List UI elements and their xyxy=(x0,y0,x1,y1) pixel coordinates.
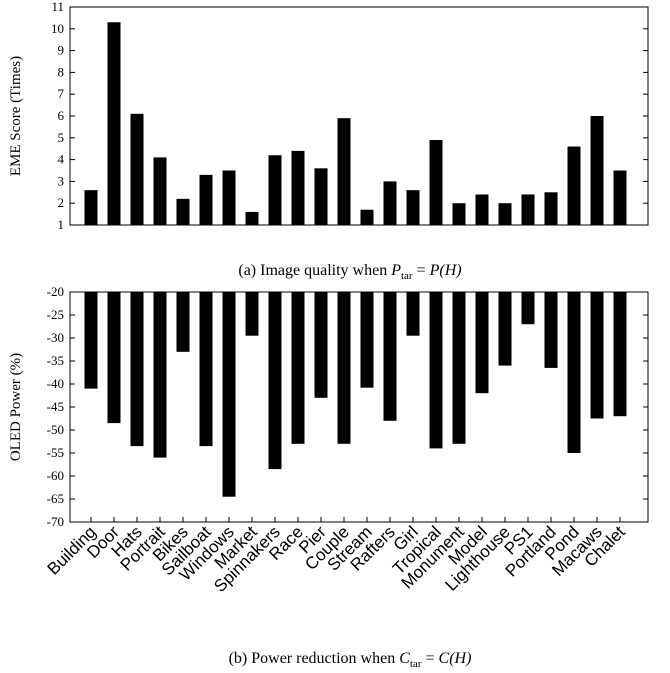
chart-b-bar-lighthouse xyxy=(498,292,512,366)
chart-b-y-tick-label: -30 xyxy=(47,330,64,345)
chart-a-bar-hats xyxy=(130,113,144,225)
chart-a-bar-ps1 xyxy=(521,194,535,225)
chart-a-bar-market xyxy=(245,211,259,225)
chart-b-y-tick-label: -20 xyxy=(47,284,64,299)
chart-b-bar-race xyxy=(291,292,305,444)
chart-b-bar-couple xyxy=(337,292,351,444)
chart-b-bar-windows xyxy=(222,292,236,497)
chart-b-y-tick-label: -40 xyxy=(47,376,64,391)
chart-a-bar-door xyxy=(107,22,121,226)
chart-a-bar-tropical xyxy=(429,139,443,225)
chart-a-bar-girl xyxy=(406,190,420,225)
chart-b-bars xyxy=(84,292,627,522)
chart-a: 1 2 3 4 5 6 7 8 9 10 11 EME Score (Times) (a) Imag… xyxy=(8,0,649,282)
chart-b-bar-ps1 xyxy=(521,292,535,325)
chart-b-y-tick-label: -65 xyxy=(47,491,64,506)
chart-b-bar-bikes xyxy=(176,292,190,352)
chart-a-y-tick-label: 8 xyxy=(58,64,65,79)
chart-b-y-tick-label: -45 xyxy=(47,399,64,414)
chart-b-bar-stream xyxy=(360,292,374,388)
chart-b: -20 -25 -30 -35 -40 -45 -50 -55 -60 -65 -70 Buildi… xyxy=(8,284,649,670)
chart-a-caption: (a) Image quality when Ptar = P(H) xyxy=(238,262,461,282)
chart-a-y-tick-label: 4 xyxy=(58,152,65,167)
chart-a-bar-pond xyxy=(567,146,581,225)
chart-a-bar-rafters xyxy=(383,181,397,225)
chart-b-bar-portland xyxy=(544,292,558,368)
chart-a-y-tick-label: 6 xyxy=(58,108,65,123)
chart-b-bar-model xyxy=(475,292,489,394)
chart-b-y-tick-label: -25 xyxy=(47,307,64,322)
chart-b-y-tick-label: -35 xyxy=(47,353,64,368)
chart-b-y-tick-label: -55 xyxy=(47,445,64,460)
chart-a-bar-chalet xyxy=(613,170,627,225)
chart-a-bar-couple xyxy=(337,118,351,225)
chart-b-bar-hats xyxy=(130,292,144,447)
chart-b-y-tick-label: -60 xyxy=(47,468,64,483)
chart-a-y-tick-label: 11 xyxy=(51,0,64,14)
chart-a-bar-race xyxy=(291,150,305,225)
chart-a-y-tick-label: 7 xyxy=(58,86,65,101)
chart-a-bar-sailboat xyxy=(199,174,213,225)
chart-b-bar-macaws xyxy=(590,292,604,419)
chart-b-bar-rafters xyxy=(383,292,397,421)
chart-a-bar-portrait xyxy=(153,157,167,225)
chart-a-y-tick-label: 3 xyxy=(58,173,65,188)
chart-a-y-tick-label: 5 xyxy=(58,130,65,145)
chart-a-bar-lighthouse xyxy=(498,203,512,225)
chart-a-bar-macaws xyxy=(590,116,604,225)
chart-b-caption: (b) Power reduction when Ctar = C(H) xyxy=(229,650,472,670)
chart-b-y-ticks: -20 -25 -30 -35 -40 -45 -50 -55 -60 -65 -70 xyxy=(47,284,648,529)
chart-b-bar-tropical xyxy=(429,292,443,449)
chart-a-y-tick-label: 9 xyxy=(58,43,65,58)
chart-b-category-labels: BuildingDoorHatsPortraitBikesSailboatWin… xyxy=(44,522,629,596)
chart-a-bar-pier xyxy=(314,168,328,225)
chart-a-y-tick-label: 10 xyxy=(51,21,64,36)
chart-b-y-tick-label: -50 xyxy=(47,422,64,437)
chart-a-bar-portland xyxy=(544,192,558,225)
chart-b-bar-girl xyxy=(406,292,420,336)
chart-a-y-tick-label: 1 xyxy=(58,217,65,232)
chart-a-bar-model xyxy=(475,194,489,225)
chart-a-bar-bikes xyxy=(176,198,190,225)
chart-b-bar-market xyxy=(245,292,259,336)
chart-b-bar-building xyxy=(84,292,98,389)
chart-a-bars xyxy=(84,22,627,226)
chart-b-bar-chalet xyxy=(613,292,627,417)
chart-a-bar-windows xyxy=(222,170,236,225)
chart-b-bar-pier xyxy=(314,292,328,398)
chart-b-bar-monument xyxy=(452,292,466,444)
chart-b-bar-spinnakers xyxy=(268,292,282,470)
chart-b-y-tick-label: -70 xyxy=(47,514,64,529)
chart-b-bar-sailboat xyxy=(199,292,213,447)
chart-b-bar-pond xyxy=(567,292,581,453)
chart-a-bar-stream xyxy=(360,209,374,225)
chart-b-bar-portrait xyxy=(153,292,167,458)
chart-b-bar-door xyxy=(107,292,121,424)
chart-a-y-axis-label: EME Score (Times) xyxy=(8,56,24,176)
chart-a-bar-monument xyxy=(452,203,466,225)
chart-a-y-ticks: 1 2 3 4 5 6 7 8 9 10 11 xyxy=(51,0,648,232)
chart-a-y-tick-label: 2 xyxy=(58,195,65,210)
chart-a-bar-spinnakers xyxy=(268,155,282,225)
chart-b-y-axis-label: OLED Power (%) xyxy=(8,353,24,461)
chart-a-bar-building xyxy=(84,190,98,225)
